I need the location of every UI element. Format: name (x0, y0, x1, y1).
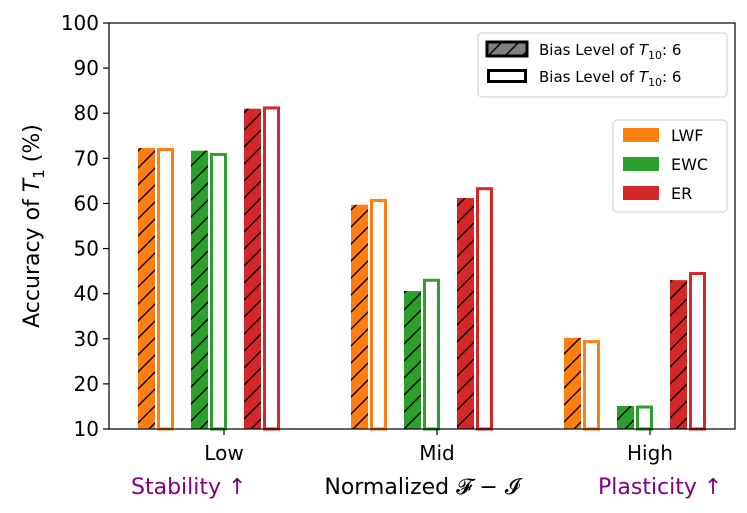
y-tick-label: 30 (74, 327, 99, 351)
y-tick-label: 100 (61, 11, 99, 35)
axes-layer (103, 22, 736, 435)
legend-swatch-open (487, 69, 527, 83)
legend-swatch-ewc (623, 157, 659, 171)
plot-frame (108, 22, 736, 430)
bar-hatch-overlay (244, 108, 261, 429)
bar-hatch-overlay (351, 204, 368, 429)
y-tick-label: 10 (74, 417, 99, 441)
bar-lwf-open-mid (370, 198, 387, 431)
bar-ewc-open-high (636, 405, 653, 431)
bar-hatch-overlay (617, 405, 634, 429)
bar-hatch-overlay (404, 290, 421, 429)
y-tick-label: 80 (74, 101, 99, 125)
legend-swatch-lwf (623, 128, 659, 142)
x-tick-label-low: Low (204, 441, 243, 465)
bar-ewc-open-low (210, 152, 227, 431)
x-tick-label-high: High (627, 441, 673, 465)
legend-label-er: ER (671, 184, 692, 203)
bar-hatch-overlay (457, 198, 474, 429)
y-tick-label: 90 (74, 56, 99, 80)
x-tick-label-mid: Mid (419, 441, 455, 465)
bar-hatch-overlay (138, 147, 155, 430)
bar-er-open-low (263, 106, 280, 431)
bar-hatch-overlay (670, 280, 687, 429)
bar-er-open-mid (476, 187, 493, 431)
y-tick-label: 20 (74, 372, 99, 396)
y-tick-label: 70 (74, 146, 99, 170)
stability-note: Stability ↑ (131, 475, 246, 500)
bar-hatch-overlay (564, 337, 581, 429)
style-legend-label-open: Bias Level of T10: 6 (539, 68, 681, 89)
y-tick-label: 40 (74, 282, 99, 306)
plasticity-note: Plasticity ↑ (598, 475, 722, 500)
legend-swatch-er (623, 186, 659, 200)
style-legend-label-hatched: Bias Level of T10: 6 (539, 41, 681, 62)
legend-label-lwf: LWF (671, 126, 703, 145)
y-tick-label: 50 (74, 237, 99, 261)
bar-lwf-open-low (157, 147, 174, 431)
legend-layer: Bias Level of T10: 6 Bias Level of T10: 6… (477, 32, 728, 213)
y-axis-label: Accuracy of T1 (%) (20, 124, 48, 328)
style-legend-frame (477, 32, 728, 98)
bar-ewc-open-mid (423, 278, 440, 431)
bar-hatch-overlay (191, 150, 208, 430)
y-tick-label: 60 (74, 191, 99, 215)
legend-label-ewc: EWC (671, 155, 708, 174)
labels-layer: 10 20 30 40 50 60 70 80 90 100 Low Mid High Normalize… (20, 11, 722, 500)
x-axis-label: Normalized 𝓕 − 𝓘 (324, 475, 522, 500)
legend-swatch-hatched-overlay (485, 40, 529, 58)
bar-er-open-high (689, 272, 706, 431)
bar-lwf-open-high (583, 340, 600, 431)
